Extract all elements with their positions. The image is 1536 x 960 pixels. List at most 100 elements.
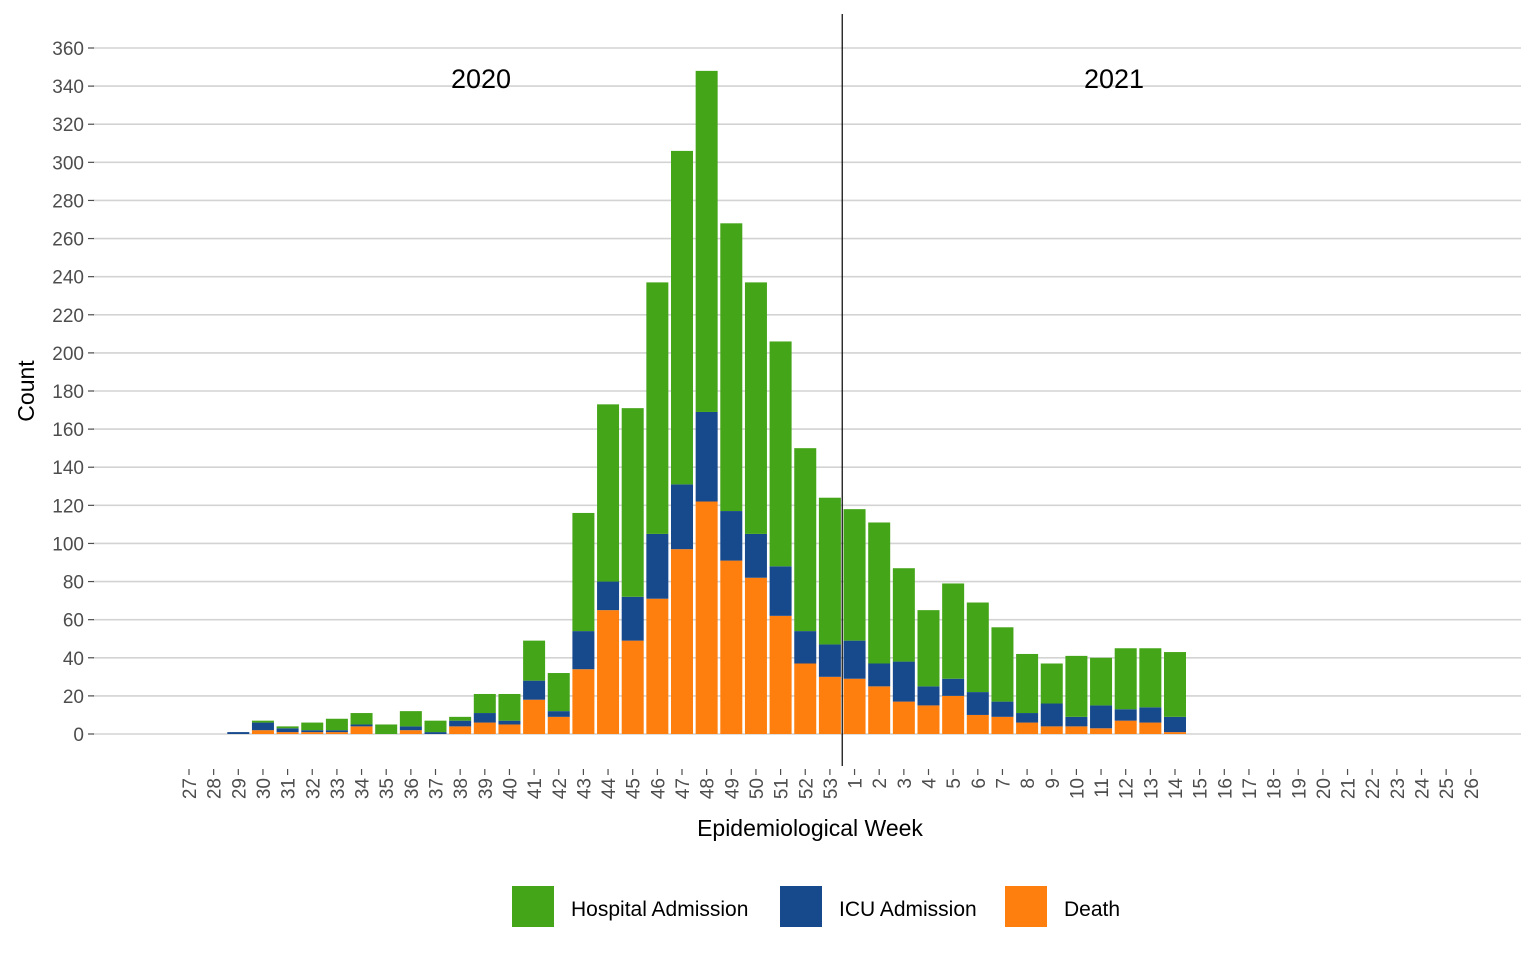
- bar-segment: [646, 598, 669, 734]
- bar-segment: [251, 720, 274, 723]
- x-tick-label: 35: [377, 778, 398, 799]
- legend-label: Death: [1064, 898, 1120, 921]
- bar-segment: [917, 610, 940, 687]
- bar-segment: [572, 631, 595, 670]
- bar-segment: [1040, 703, 1063, 727]
- bar-segment: [1139, 707, 1162, 723]
- bar-segment: [646, 282, 669, 534]
- x-tick-label: 30: [254, 778, 275, 799]
- bar-segment: [917, 705, 940, 734]
- bar-segment: [449, 726, 472, 734]
- x-tick-label: 48: [698, 778, 719, 799]
- bar-segment: [966, 602, 989, 693]
- bar-segment: [1040, 726, 1063, 734]
- x-tick-label: 52: [796, 778, 817, 799]
- bar-segment: [646, 533, 669, 599]
- x-tick-label: 33: [328, 778, 349, 799]
- y-tick-label: 80: [63, 573, 84, 594]
- x-tick-label: 11: [1092, 778, 1113, 798]
- x-tick-label: 39: [476, 778, 497, 799]
- bar-segment: [276, 732, 299, 734]
- x-tick-label: 24: [1413, 778, 1434, 800]
- bar-segment: [843, 509, 866, 641]
- x-tick-label: 49: [722, 778, 743, 799]
- x-tick-label: 4: [920, 778, 941, 789]
- bar-segment: [1139, 648, 1162, 708]
- bar-segment: [547, 711, 570, 717]
- bar-segment: [1164, 716, 1186, 733]
- x-tick-label: 19: [1289, 778, 1310, 799]
- bar-segment: [868, 663, 891, 687]
- bar-segment: [720, 560, 743, 734]
- y-tick-label: 320: [52, 115, 84, 136]
- x-tick-label: 41: [525, 778, 546, 799]
- bar-segment: [276, 728, 299, 733]
- bar-segment: [868, 522, 891, 664]
- x-axis-ticks: 27 28 29 30 31 32 33 34 35 36 37 38 39 40 41 42 43 44 45 46…: [180, 769, 1483, 799]
- y-tick-label: 160: [52, 420, 84, 441]
- bar-segment: [498, 720, 521, 725]
- x-tick-label: 50: [747, 778, 768, 799]
- bar-segment: [473, 693, 496, 714]
- legend-label: ICU Admission: [839, 898, 977, 921]
- bar-segment: [966, 692, 989, 715]
- bar-segment: [671, 150, 693, 485]
- y-tick-label: 360: [52, 39, 84, 60]
- bar-segment: [917, 686, 940, 706]
- bar-segment: [449, 716, 472, 721]
- bar-segment: [449, 720, 472, 727]
- x-tick-label: 29: [229, 778, 250, 799]
- x-tick-label: 16: [1215, 778, 1236, 799]
- bar-segment: [769, 566, 792, 616]
- bar-segment: [1016, 713, 1039, 723]
- bar-segment: [892, 568, 915, 662]
- bar-segment: [942, 583, 965, 679]
- bar-segment: [942, 695, 965, 734]
- x-tick-label: 26: [1462, 778, 1483, 799]
- y-tick-label: 240: [52, 268, 84, 289]
- x-tick-label: 25: [1437, 778, 1458, 799]
- x-tick-label: 43: [574, 778, 595, 799]
- bar-segment: [399, 726, 422, 731]
- bar-segment: [695, 411, 718, 502]
- bar-segment: [1164, 652, 1186, 717]
- y-tick-label: 260: [52, 230, 84, 251]
- x-tick-label: 5: [944, 778, 965, 789]
- x-tick-label: 36: [402, 778, 423, 799]
- x-tick-label: 32: [303, 778, 324, 799]
- bar-segment: [720, 511, 743, 561]
- bar-segment: [794, 663, 817, 734]
- y-tick-label: 60: [63, 611, 84, 632]
- x-tick-label: 46: [648, 778, 669, 799]
- bar-segment: [966, 714, 989, 734]
- bar-segment: [1090, 657, 1113, 706]
- bar-segment: [720, 223, 743, 512]
- x-tick-label: 14: [1166, 778, 1187, 800]
- y-tick-label: 220: [52, 306, 84, 327]
- x-tick-label: 13: [1141, 778, 1162, 799]
- bar-segment: [1114, 648, 1137, 710]
- bar-segment: [1065, 726, 1088, 734]
- bar-segment: [1114, 720, 1137, 734]
- x-tick-label: 47: [673, 778, 694, 799]
- bar-segment: [399, 711, 422, 727]
- bar-segment: [843, 640, 866, 679]
- x-tick-label: 17: [1240, 778, 1261, 799]
- y-axis-ticks: 0 20 40 60 80 100 120 140 160 180 200 220 240 260 280 3…: [52, 39, 94, 746]
- x-tick-label: 1: [846, 778, 867, 789]
- bar-segment: [671, 484, 693, 550]
- bar-segment: [325, 730, 348, 733]
- bar-segment: [325, 732, 348, 734]
- x-tick-label: 40: [500, 778, 521, 799]
- bar-segment: [424, 720, 447, 733]
- bar-segment: [473, 722, 496, 734]
- bar-segment: [301, 732, 324, 734]
- bar-segment: [399, 730, 422, 734]
- bar-segment: [868, 686, 891, 734]
- bar-segment: [1114, 709, 1137, 721]
- bar-segment: [597, 610, 620, 734]
- bar-segment: [621, 596, 644, 641]
- x-tick-label: 9: [1043, 778, 1064, 789]
- bar-segment: [424, 732, 447, 734]
- bars: [227, 70, 1186, 734]
